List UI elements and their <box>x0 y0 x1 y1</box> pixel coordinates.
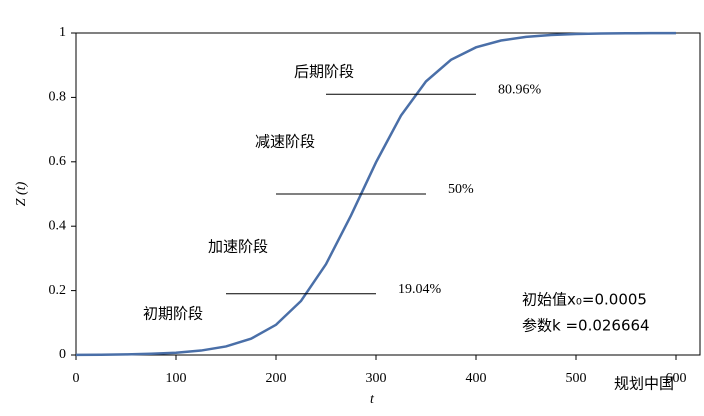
reference-label: 50% <box>448 182 474 197</box>
x-tick-label: 100 <box>166 371 187 386</box>
y-tick-label: 0.8 <box>49 90 67 105</box>
y-axis-label: Z (t) <box>14 181 29 206</box>
y-tick-label: 0 <box>59 347 66 362</box>
x-tick-label: 0 <box>73 371 80 386</box>
x-tick-label: 500 <box>566 371 587 386</box>
x-tick-label: 600 <box>666 371 687 386</box>
parameter-text: 初始值x₀=0.0005 <box>522 291 647 309</box>
parameter-text: 参数k =0.026664 <box>522 317 650 335</box>
plot-area <box>75 32 701 356</box>
curve <box>75 31 677 357</box>
stage-label: 初期阶段 <box>143 305 203 323</box>
reference-label: 80.96% <box>498 83 542 98</box>
reference-label: 19.04% <box>398 282 442 297</box>
x-tick-label: 300 <box>366 371 387 386</box>
y-tick-label: 1 <box>59 25 66 40</box>
y-tick-label: 0.2 <box>49 283 67 298</box>
stage-label: 减速阶段 <box>255 133 315 151</box>
watermark: 规划中国 <box>614 375 674 393</box>
y-tick-label: 0.6 <box>49 154 67 169</box>
x-tick-label: 200 <box>266 371 287 386</box>
x-axis-label: t <box>370 392 375 407</box>
stage-label: 后期阶段 <box>294 63 354 81</box>
y-tick-label: 0.4 <box>49 218 67 233</box>
x-tick-label: 400 <box>466 371 487 386</box>
stage-label: 加速阶段 <box>208 238 268 256</box>
